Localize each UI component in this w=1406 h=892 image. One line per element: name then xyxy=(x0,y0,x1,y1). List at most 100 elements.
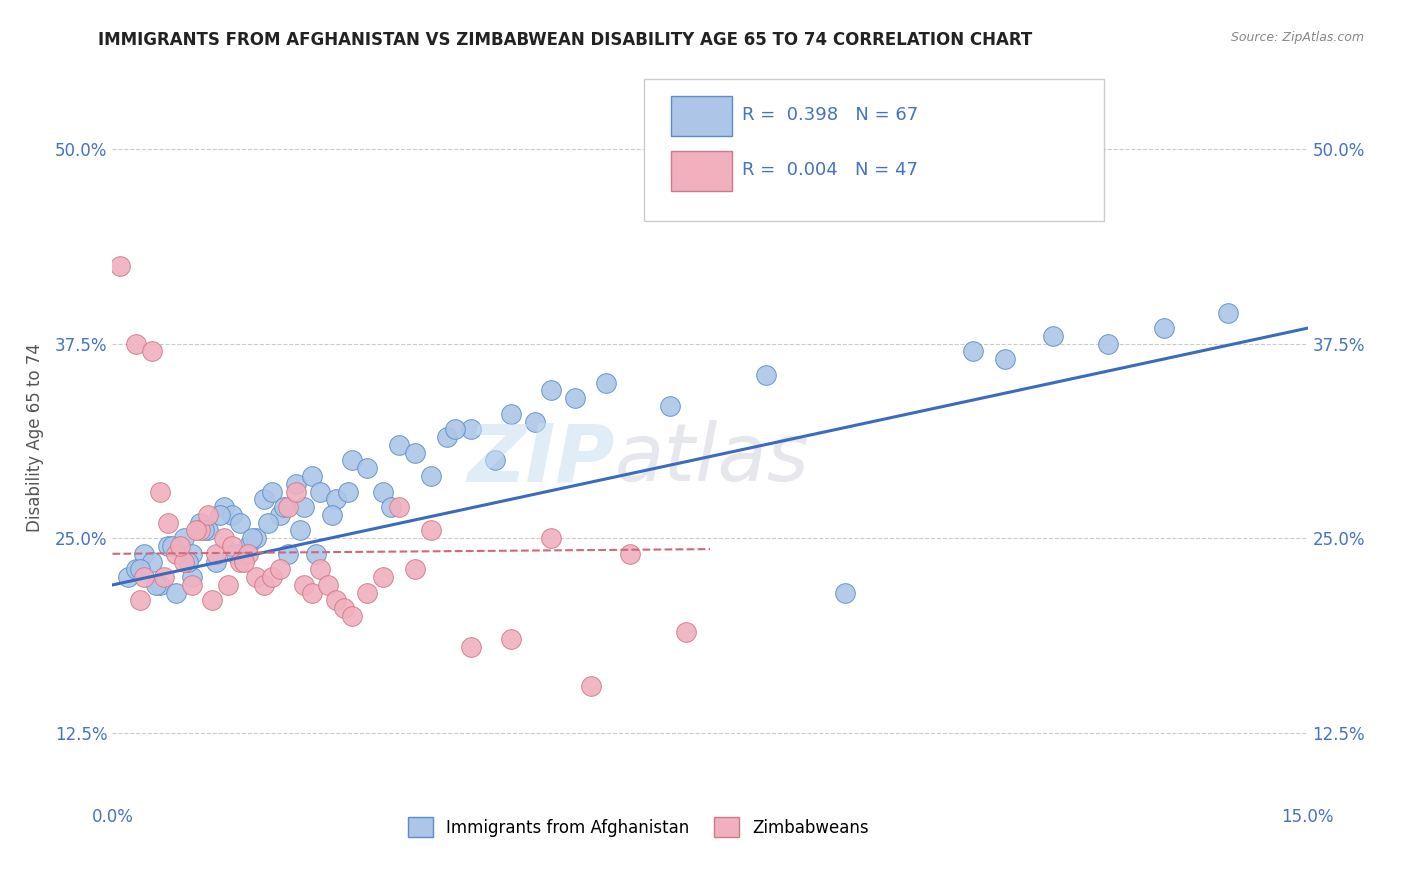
Point xyxy=(157,539,180,553)
Point xyxy=(181,570,204,584)
Point xyxy=(141,555,163,569)
Point xyxy=(292,500,315,515)
Point xyxy=(269,562,291,576)
Point xyxy=(205,547,228,561)
Point xyxy=(260,484,283,499)
Point xyxy=(564,391,586,405)
Point xyxy=(229,555,252,569)
Text: ZIP: ZIP xyxy=(467,420,614,498)
Point xyxy=(197,524,219,538)
Point xyxy=(277,500,299,515)
Point xyxy=(858,135,880,149)
Point xyxy=(523,415,546,429)
Point xyxy=(169,539,191,553)
Point xyxy=(675,624,697,639)
Point xyxy=(436,430,458,444)
Point xyxy=(1153,321,1175,335)
Text: R =  0.004   N = 47: R = 0.004 N = 47 xyxy=(742,161,918,179)
Point xyxy=(181,578,204,592)
Point xyxy=(499,407,522,421)
Point xyxy=(388,438,411,452)
Point xyxy=(153,570,176,584)
Point xyxy=(305,547,328,561)
Point xyxy=(540,531,562,545)
Point xyxy=(225,547,247,561)
Point xyxy=(165,547,187,561)
Point xyxy=(273,500,295,515)
Point xyxy=(595,376,617,390)
Point xyxy=(221,508,243,522)
Point xyxy=(141,344,163,359)
Point xyxy=(240,531,263,545)
Point xyxy=(316,578,339,592)
Point xyxy=(212,531,235,545)
Point xyxy=(284,484,307,499)
FancyBboxPatch shape xyxy=(671,151,731,191)
Text: atlas: atlas xyxy=(614,420,810,498)
Text: R =  0.398   N = 67: R = 0.398 N = 67 xyxy=(742,106,918,124)
Point xyxy=(834,585,856,599)
Point xyxy=(188,516,211,530)
Point xyxy=(420,524,443,538)
Point xyxy=(245,531,267,545)
Point xyxy=(188,524,211,538)
Point xyxy=(205,555,228,569)
Point xyxy=(336,484,359,499)
Point xyxy=(157,516,180,530)
Point xyxy=(212,500,235,515)
Point xyxy=(325,492,347,507)
Point xyxy=(269,508,291,522)
Point xyxy=(260,570,283,584)
Y-axis label: Disability Age 65 to 74: Disability Age 65 to 74 xyxy=(25,343,44,532)
Point xyxy=(162,539,183,553)
Point xyxy=(356,585,378,599)
Point xyxy=(201,593,224,607)
Point xyxy=(117,570,139,584)
Point xyxy=(340,609,363,624)
Point xyxy=(356,461,378,475)
Point xyxy=(388,500,411,515)
Point xyxy=(284,476,307,491)
Point xyxy=(460,640,482,655)
Point xyxy=(325,593,347,607)
Point xyxy=(221,539,243,553)
Legend: Immigrants from Afghanistan, Zimbabweans: Immigrants from Afghanistan, Zimbabweans xyxy=(399,809,877,846)
Point xyxy=(301,469,323,483)
Point xyxy=(134,547,156,561)
Point xyxy=(755,368,778,382)
Point xyxy=(145,578,167,592)
Point xyxy=(1042,329,1064,343)
Point xyxy=(460,422,482,436)
Point xyxy=(579,679,602,693)
Point xyxy=(540,384,562,398)
Text: IMMIGRANTS FROM AFGHANISTAN VS ZIMBABWEAN DISABILITY AGE 65 TO 74 CORRELATION CH: IMMIGRANTS FROM AFGHANISTAN VS ZIMBABWEA… xyxy=(98,31,1032,49)
Point xyxy=(288,524,311,538)
FancyBboxPatch shape xyxy=(644,78,1105,221)
Point xyxy=(149,484,172,499)
Point xyxy=(217,578,239,592)
Point xyxy=(177,555,200,569)
Point xyxy=(340,453,363,467)
FancyBboxPatch shape xyxy=(671,96,731,136)
Point xyxy=(373,570,395,584)
Point xyxy=(236,539,259,553)
Point xyxy=(499,632,522,647)
Point xyxy=(962,344,984,359)
Point xyxy=(292,578,315,592)
Point xyxy=(165,585,187,599)
Point xyxy=(659,399,682,413)
Point xyxy=(197,508,219,522)
Point xyxy=(1216,305,1239,319)
Point xyxy=(373,484,395,499)
Point xyxy=(173,531,195,545)
Point xyxy=(245,570,267,584)
Text: Source: ZipAtlas.com: Source: ZipAtlas.com xyxy=(1230,31,1364,45)
Point xyxy=(994,352,1017,367)
Point xyxy=(308,484,330,499)
Point xyxy=(253,578,276,592)
Point xyxy=(125,562,148,576)
Point xyxy=(444,422,467,436)
Point xyxy=(380,500,402,515)
Point xyxy=(277,547,299,561)
Point xyxy=(420,469,443,483)
